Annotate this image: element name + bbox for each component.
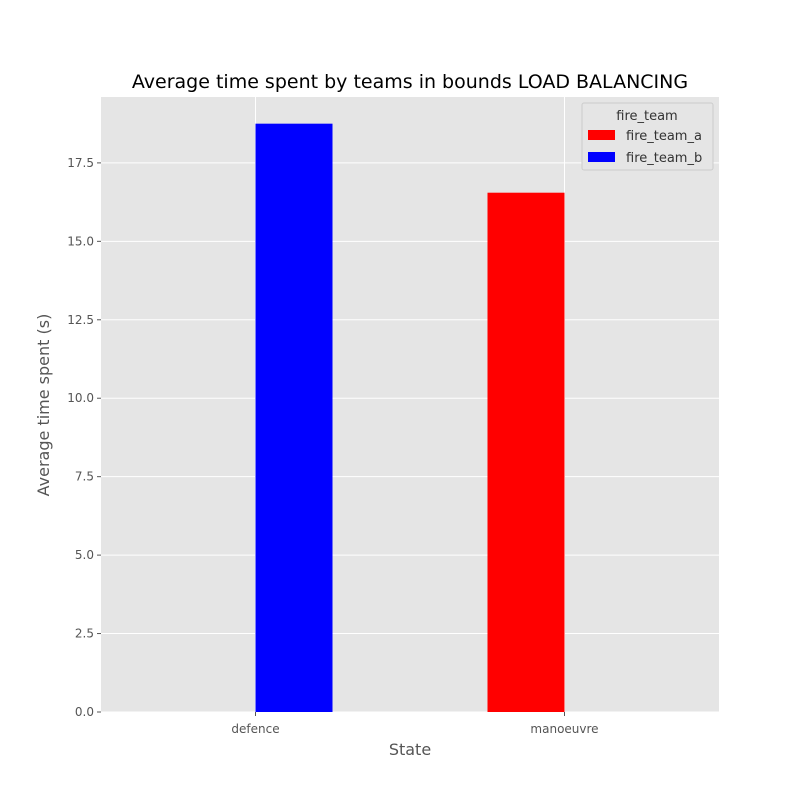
- y-tick-label: 2.5: [75, 627, 94, 641]
- legend-title: fire_team: [616, 109, 677, 124]
- y-axis-label: Average time spent (s): [34, 314, 53, 497]
- x-axis-ticks: defence manoeuvre: [231, 712, 599, 736]
- y-tick-label: 10.0: [67, 391, 94, 405]
- y-tick-label: 5.0: [75, 548, 94, 562]
- legend-entries: fire_team_a fire_team_b: [588, 129, 702, 166]
- y-tick-label: 0.0: [75, 705, 94, 719]
- legend-label-fire_team_a: fire_team_a: [626, 129, 702, 144]
- y-tick-label: 7.5: [75, 470, 94, 484]
- x-tick-label: defence: [231, 722, 279, 736]
- bar-fire_team_a-manoeuvre: [487, 192, 565, 712]
- plot-area: [101, 97, 719, 712]
- bars: [255, 123, 565, 713]
- bar-fire_team_b-defence: [255, 123, 333, 713]
- chart-title: Average time spent by teams in bounds LO…: [132, 71, 688, 93]
- x-tick-label: manoeuvre: [530, 722, 598, 736]
- legend-swatch-fire_team_b: [588, 152, 615, 162]
- legend-label-fire_team_b: fire_team_b: [626, 151, 702, 166]
- y-tick-label: 15.0: [67, 234, 94, 248]
- y-tick-label: 17.5: [67, 156, 94, 170]
- y-tick-label: 12.5: [67, 313, 94, 327]
- x-axis-label: State: [389, 740, 431, 759]
- y-axis-ticks: 0.0 2.5 5.0 7.5 10.0 12.5 15.0 17.5: [67, 156, 101, 719]
- legend-swatch-fire_team_a: [588, 130, 615, 140]
- legend: fire_team fire_team_a fire_team_b: [581, 102, 714, 171]
